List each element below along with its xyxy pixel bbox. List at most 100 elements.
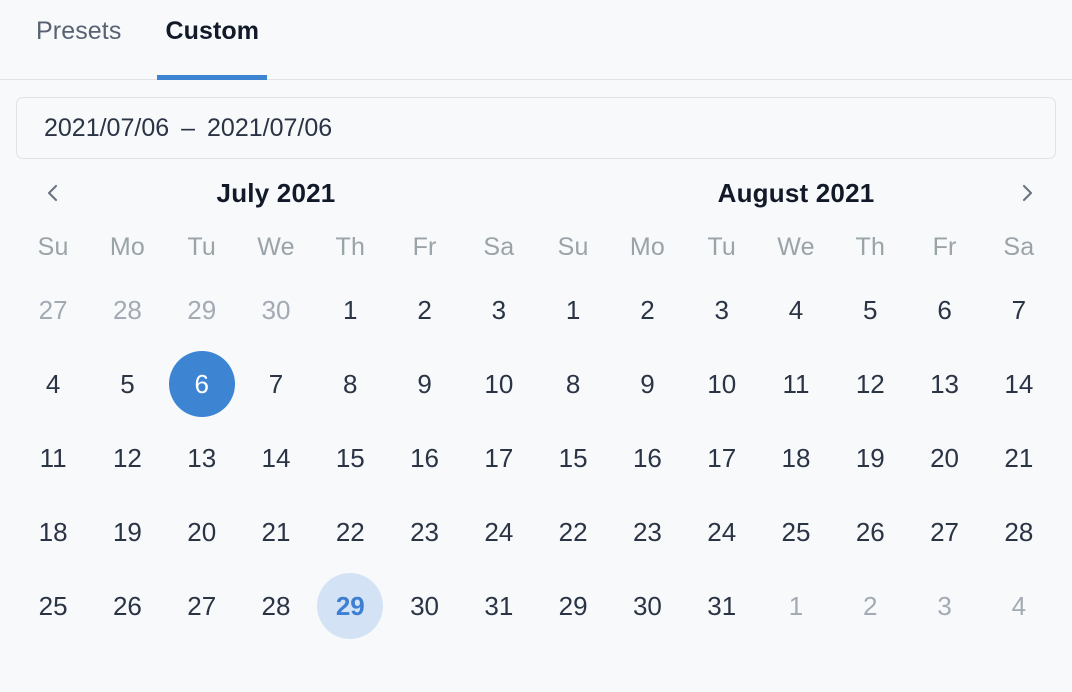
range-end-value[interactable]: 2021/07/06: [207, 113, 333, 142]
day-4[interactable]: 4: [788, 295, 804, 325]
day-13[interactable]: 13: [930, 369, 960, 399]
day-8[interactable]: 8: [343, 369, 358, 399]
calendar-day-cell[interactable]: 22: [313, 495, 387, 569]
day-outside-month[interactable]: 1: [788, 591, 804, 621]
day-25[interactable]: 25: [781, 517, 811, 547]
day-12[interactable]: 12: [112, 443, 142, 473]
day-28[interactable]: 28: [1004, 517, 1034, 547]
day-10[interactable]: 10: [484, 369, 514, 399]
tab-custom[interactable]: Custom: [143, 0, 281, 80]
calendar-day-cell[interactable]: 28: [239, 569, 313, 643]
day-18[interactable]: 18: [781, 443, 811, 473]
day-15[interactable]: 15: [335, 443, 365, 473]
day-23[interactable]: 23: [632, 517, 662, 547]
day-7[interactable]: 7: [1011, 295, 1027, 325]
calendar-day-cell[interactable]: 28: [982, 495, 1056, 569]
calendar-day-cell[interactable]: 26: [833, 495, 907, 569]
calendar-day-cell[interactable]: 4: [759, 273, 833, 347]
day-26[interactable]: 26: [112, 591, 142, 621]
calendar-day-cell[interactable]: 29: [313, 569, 387, 643]
day-27[interactable]: 27: [930, 517, 960, 547]
calendar-day-cell[interactable]: 27: [907, 495, 981, 569]
calendar-day-cell[interactable]: 25: [16, 569, 90, 643]
calendar-day-cell[interactable]: 8: [313, 347, 387, 421]
calendar-day-cell[interactable]: 30: [610, 569, 684, 643]
calendar-day-cell[interactable]: 7: [239, 347, 313, 421]
day-1[interactable]: 1: [565, 295, 581, 325]
calendar-day-cell[interactable]: 20: [907, 421, 981, 495]
day-1[interactable]: 1: [343, 295, 358, 325]
day-10[interactable]: 10: [707, 369, 737, 399]
calendar-day-cell[interactable]: 12: [90, 421, 164, 495]
calendar-day-cell[interactable]: 18: [759, 421, 833, 495]
calendar-day-cell[interactable]: 19: [833, 421, 907, 495]
day-25[interactable]: 25: [38, 591, 68, 621]
day-22[interactable]: 22: [558, 517, 588, 547]
day-30[interactable]: 30: [632, 591, 662, 621]
calendar-day-cell[interactable]: 4: [16, 347, 90, 421]
day-24[interactable]: 24: [707, 517, 737, 547]
calendar-day-cell[interactable]: 1: [313, 273, 387, 347]
date-range-input[interactable]: 2021/07/06 – 2021/07/06: [16, 97, 1056, 159]
calendar-day-cell[interactable]: 13: [907, 347, 981, 421]
day-17[interactable]: 17: [484, 443, 514, 473]
day-15[interactable]: 15: [558, 443, 588, 473]
calendar-day-cell[interactable]: 20: [165, 495, 239, 569]
day-31[interactable]: 31: [707, 591, 737, 621]
calendar-day-cell[interactable]: 18: [16, 495, 90, 569]
day-30[interactable]: 30: [410, 591, 440, 621]
day-selected[interactable]: 6: [168, 351, 235, 417]
day-2[interactable]: 2: [417, 295, 432, 325]
calendar-day-cell[interactable]: 28: [90, 273, 164, 347]
day-9[interactable]: 9: [417, 369, 432, 399]
calendar-day-cell[interactable]: 15: [313, 421, 387, 495]
day-19[interactable]: 19: [112, 517, 142, 547]
day-6[interactable]: 6: [937, 295, 952, 325]
day-outside-month[interactable]: 28: [112, 295, 142, 325]
calendar-day-cell[interactable]: 13: [165, 421, 239, 495]
calendar-day-cell[interactable]: 24: [462, 495, 536, 569]
day-9[interactable]: 9: [640, 369, 655, 399]
calendar-day-cell[interactable]: 3: [462, 273, 536, 347]
day-3[interactable]: 3: [491, 295, 507, 325]
tab-presets[interactable]: Presets: [14, 0, 143, 80]
calendar-day-cell[interactable]: 9: [610, 347, 684, 421]
day-21[interactable]: 21: [261, 517, 291, 547]
day-19[interactable]: 19: [855, 443, 885, 473]
day-27[interactable]: 27: [187, 591, 217, 621]
day-16[interactable]: 16: [632, 443, 662, 473]
calendar-day-cell[interactable]: 7: [982, 273, 1056, 347]
day-26[interactable]: 26: [855, 517, 885, 547]
day-13[interactable]: 13: [187, 443, 217, 473]
calendar-day-cell[interactable]: 15: [536, 421, 610, 495]
calendar-day-cell[interactable]: 5: [90, 347, 164, 421]
calendar-day-cell[interactable]: 27: [165, 569, 239, 643]
calendar-day-cell[interactable]: 10: [685, 347, 759, 421]
calendar-day-cell[interactable]: 23: [610, 495, 684, 569]
calendar-day-cell[interactable]: 4: [982, 569, 1056, 643]
calendar-day-cell[interactable]: 21: [239, 495, 313, 569]
calendar-day-cell[interactable]: 17: [685, 421, 759, 495]
day-4[interactable]: 4: [45, 369, 61, 399]
day-3[interactable]: 3: [714, 295, 729, 325]
day-18[interactable]: 18: [38, 517, 68, 547]
day-28[interactable]: 28: [261, 591, 291, 621]
calendar-day-cell[interactable]: 3: [685, 273, 759, 347]
calendar-day-cell[interactable]: 1: [536, 273, 610, 347]
calendar-day-cell[interactable]: 24: [685, 495, 759, 569]
day-12[interactable]: 12: [855, 369, 885, 399]
calendar-day-cell[interactable]: 12: [833, 347, 907, 421]
day-5[interactable]: 5: [863, 295, 878, 325]
day-today[interactable]: 29: [317, 573, 384, 639]
calendar-day-cell[interactable]: 11: [759, 347, 833, 421]
day-7[interactable]: 7: [268, 369, 284, 399]
calendar-day-cell[interactable]: 16: [387, 421, 461, 495]
calendar-day-cell[interactable]: 6: [165, 347, 239, 421]
calendar-day-cell[interactable]: 27: [16, 273, 90, 347]
day-outside-month[interactable]: 27: [38, 295, 68, 325]
day-11[interactable]: 11: [782, 369, 810, 399]
day-29[interactable]: 29: [558, 591, 588, 621]
day-8[interactable]: 8: [565, 369, 581, 399]
calendar-day-cell[interactable]: 19: [90, 495, 164, 569]
calendar-day-cell[interactable]: 6: [907, 273, 981, 347]
